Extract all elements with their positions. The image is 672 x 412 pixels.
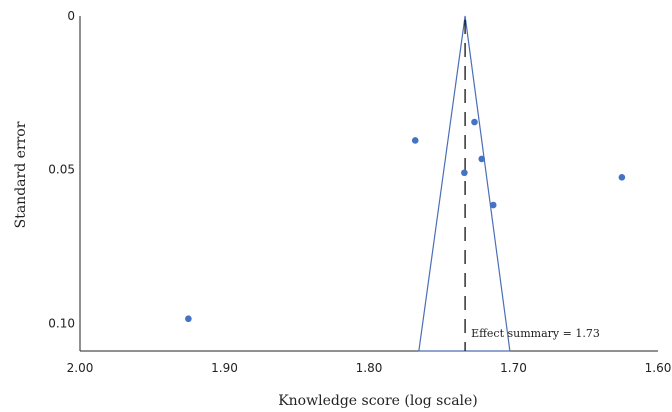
data-point [478,155,486,163]
data-point [471,118,478,126]
x-tick-label: 1.80 [356,361,383,375]
effect-summary-label: Effect summary = 1.73 [471,327,600,340]
x-tick-label: 1.70 [500,361,527,375]
x-tick-label: 2.00 [67,361,94,375]
ticks-layer: 2.00 1.90 1.80 1.70 1.60 0 0.05 0.10 [48,9,671,375]
y-tick-label: 0 [67,9,75,23]
x-tick-label: 1.60 [645,361,672,375]
data-point [489,201,497,209]
x-axis-title: Knowledge score (log scale) [278,393,478,409]
funnel-layer [418,15,511,352]
data-point [618,174,626,181]
data-point [185,315,192,323]
x-tick-label: 1.90 [211,361,238,375]
data-point [411,137,419,144]
points-layer [185,118,626,323]
axes [79,16,658,352]
y-axis-title: Standard error [13,121,29,228]
funnel-triangle [418,15,511,352]
y-tick-label: 0.05 [48,163,75,177]
data-point [461,169,468,177]
y-tick-label: 0.10 [48,316,75,330]
